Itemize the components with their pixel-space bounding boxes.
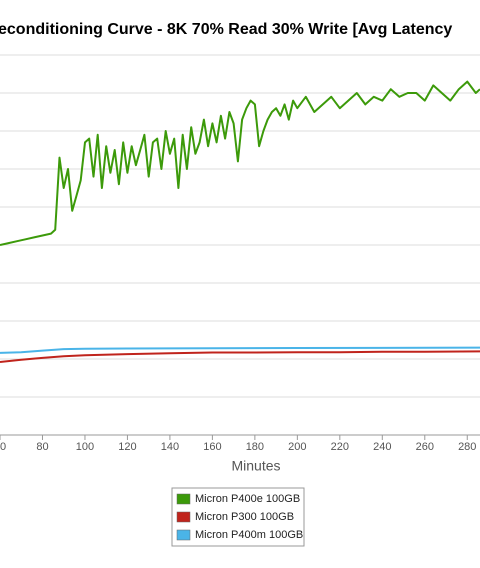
line: [0, 346, 480, 354]
x-tick-label: 120: [118, 441, 136, 453]
legend-label: Micron P400e 100GB: [195, 493, 300, 505]
x-tick-label: 140: [161, 441, 179, 453]
x-tick-label: 160: [203, 441, 221, 453]
line: [0, 350, 480, 363]
chart-title: econditioning Curve - 8K 70% Read 30% Wr…: [0, 21, 452, 38]
x-tick-label: 280: [458, 441, 476, 453]
legend-swatch: [176, 493, 191, 505]
x-axis-label: Minutes: [231, 458, 280, 474]
x-tick-label: 100: [76, 441, 94, 453]
legend-swatch: [176, 511, 191, 523]
legend-swatch: [176, 529, 191, 541]
x-tick-label: 260: [416, 441, 434, 453]
x-tick-label: 220: [331, 441, 349, 453]
x-tick-label: 80: [36, 441, 48, 453]
x-tick-label: 60: [0, 441, 6, 453]
legend-label: Micron P400m 100GB: [195, 529, 303, 541]
legend: [171, 487, 305, 547]
x-tick-label: 240: [373, 441, 391, 453]
legend-label: Micron P300 100GB: [195, 511, 294, 523]
x-tick-label: 200: [288, 441, 306, 453]
x-tick-label: 180: [246, 441, 264, 453]
line: [0, 80, 480, 246]
